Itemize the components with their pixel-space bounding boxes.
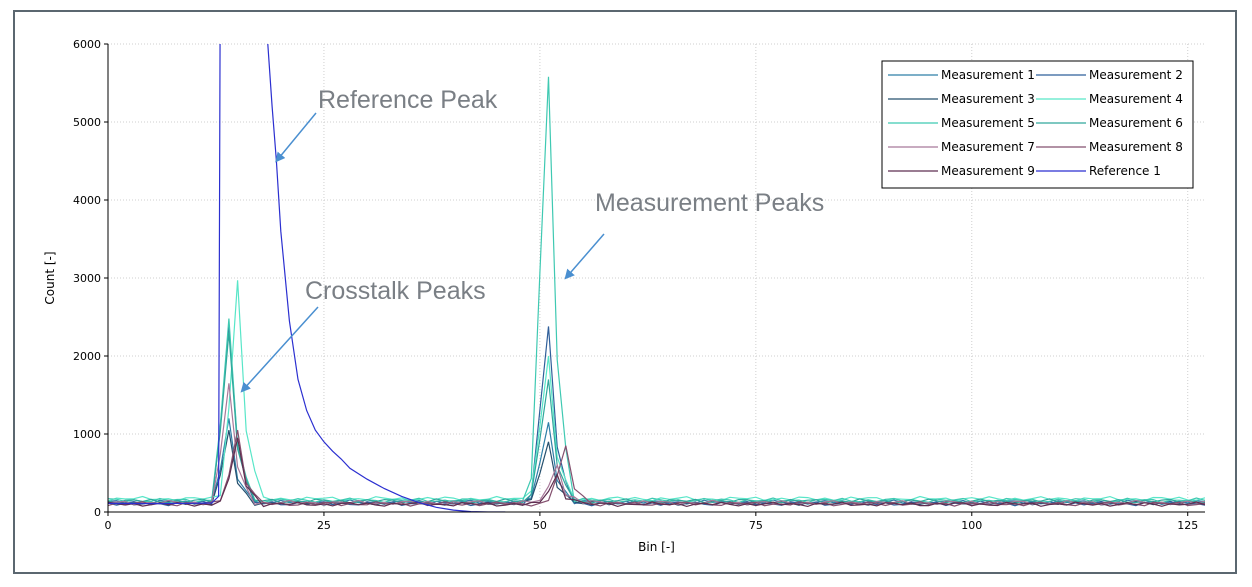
legend-label-8: Measurement 8 — [1089, 140, 1183, 154]
series-line-8 — [108, 429, 1205, 507]
x-tick-label-3: 75 — [749, 519, 763, 532]
legend: Measurement 1 Measurement 2 Measurement 3 M… — [881, 60, 1194, 189]
y-tick-label-0: 0 — [94, 506, 101, 519]
y-tick-label-5: 5000 — [73, 116, 101, 129]
x-tick-label-5: 125 — [1177, 519, 1198, 532]
y-tick-label-4: 4000 — [73, 194, 101, 207]
y-tick-label-1: 1000 — [73, 428, 101, 441]
x-tick-label-0: 0 — [105, 519, 112, 532]
y-tick-label-2: 2000 — [73, 350, 101, 363]
x-tick-label-1: 25 — [317, 519, 331, 532]
legend-label-7: Measurement 7 — [941, 140, 1035, 154]
series-line-3 — [108, 429, 1205, 506]
y-axis-label: Count [-] — [43, 251, 57, 304]
annotation-arrow-2 — [564, 233, 605, 280]
series-line-2 — [108, 324, 1205, 507]
x-tick-label-4: 100 — [961, 519, 982, 532]
legend-label-1: Measurement 1 — [941, 68, 1035, 82]
annotations: Reference Peak Measurement Peaks Crosstalk… — [240, 86, 824, 393]
legend-label-2: Measurement 2 — [1089, 68, 1183, 82]
y-tick-label-6: 6000 — [73, 38, 101, 51]
legend-label-4: Measurement 4 — [1089, 92, 1183, 106]
legend-label-9: Measurement 9 — [941, 164, 1035, 178]
series-line-1 — [108, 418, 1205, 506]
legend-label-3: Measurement 3 — [941, 92, 1035, 106]
annotation-label-3: Crosstalk Peaks — [305, 277, 486, 305]
series-line-10 — [108, 44, 506, 512]
annotation-label-2: Measurement Peaks — [595, 189, 824, 217]
axes — [104, 43, 1205, 516]
series-line-9 — [108, 437, 1205, 508]
x-tick-label-2: 50 — [533, 519, 547, 532]
series-line-4 — [108, 280, 1205, 502]
y-tick-label-3: 3000 — [73, 272, 101, 285]
legend-label-10: Reference 1 — [1089, 164, 1161, 178]
annotation-label-1: Reference Peak — [318, 86, 498, 114]
legend-label-5: Measurement 5 — [941, 116, 1035, 130]
legend-box — [881, 60, 1194, 189]
series-layer — [108, 44, 1205, 512]
annotation-arrow-3 — [240, 306, 319, 393]
tick-labels: 0 25 50 75 100 125 0 1000 2000 3000 4000 5000 6000 — [73, 38, 1198, 532]
series-line-7 — [108, 383, 1205, 506]
annotation-arrow-1 — [275, 112, 317, 163]
x-axis-label: Bin [-] — [638, 540, 675, 554]
legend-label-6: Measurement 6 — [1089, 116, 1183, 130]
